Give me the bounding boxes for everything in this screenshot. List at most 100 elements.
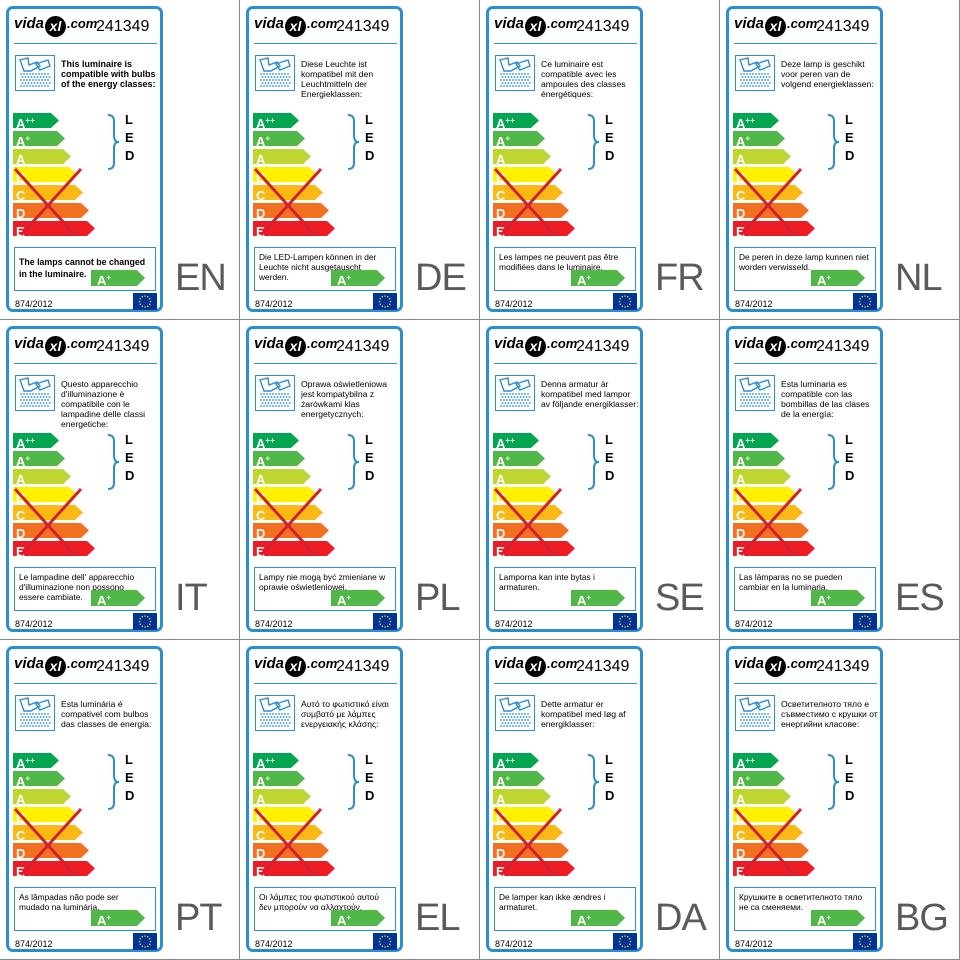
badge-class-label: A+ xyxy=(97,593,112,608)
bulb-icon xyxy=(495,375,535,411)
brace-icon xyxy=(107,434,120,490)
led-letter: L xyxy=(365,432,373,447)
energy-class-bar: C xyxy=(733,505,803,520)
energy-class-superscript: ++ xyxy=(25,436,35,445)
energy-class-bar: B xyxy=(733,807,797,822)
header-divider xyxy=(494,683,637,684)
led-letter: D xyxy=(365,148,375,163)
replacement-note: Lamporna kan inte bytas i armaturen. xyxy=(499,572,595,592)
vidaxl-logo: vida xl .com xyxy=(734,335,818,357)
energy-class-letter: A xyxy=(496,472,506,487)
energy-class-bar: A xyxy=(13,469,71,484)
led-letter: E xyxy=(125,770,134,785)
replacement-note-box: The lamps cannot be changed in the lumin… xyxy=(14,247,156,291)
energy-label-card: vida xl .com 241349 This luminaire is comp… xyxy=(6,6,163,312)
vidaxl-logo: vida xl .com xyxy=(734,15,818,37)
energy-class-letter: E xyxy=(496,544,505,559)
replacement-note: Las lámparas no se pueden cambiar en la … xyxy=(739,572,843,592)
replacement-note-box: De peren in deze lamp kunnen niet worden… xyxy=(734,247,876,291)
energy-class-badge: A+ xyxy=(811,910,865,928)
energy-class-letter: C xyxy=(256,508,266,523)
energy-class-superscript: ++ xyxy=(265,116,275,125)
energy-class-letter: C xyxy=(736,508,746,523)
energy-label-card: vida xl .com 241349 Esta luminária é compa… xyxy=(6,646,163,952)
energy-class-bar: A++ xyxy=(13,753,59,768)
energy-class-badge: A+ xyxy=(331,270,385,288)
led-letter: L xyxy=(845,752,853,767)
replacement-note: As lâmpadas não pode ser mudado na lumin… xyxy=(19,892,119,912)
energy-class-letter: A xyxy=(736,116,746,131)
label-cell: vida xl .com 241349 Diese Leuchte ist komp… xyxy=(240,0,480,320)
led-letter: D xyxy=(365,468,375,483)
replacement-note-box: As lâmpadas não pode ser mudado na lumin… xyxy=(14,887,156,931)
badge-class-label: A+ xyxy=(577,593,592,608)
eu-flag-icon xyxy=(853,613,877,630)
energy-class-letter: A xyxy=(736,454,746,469)
energy-class-letter: E xyxy=(736,544,745,559)
header-divider xyxy=(734,683,877,684)
energy-class-letter: D xyxy=(16,206,26,221)
energy-class-letter: D xyxy=(16,526,26,541)
energy-class-superscript: + xyxy=(265,134,271,143)
product-code: 241349 xyxy=(336,658,390,675)
energy-class-letter: C xyxy=(496,188,506,203)
energy-class-superscript: + xyxy=(745,774,751,783)
energy-class-badge: A+ xyxy=(571,270,625,288)
energy-class-bar: A++ xyxy=(733,433,779,448)
brace-icon xyxy=(107,754,120,810)
eu-flag-icon xyxy=(853,933,877,950)
energy-class-letter: A xyxy=(256,152,266,167)
energy-class-bar: C xyxy=(733,185,803,200)
header-divider xyxy=(494,43,637,44)
brace-icon xyxy=(347,754,360,810)
language-code: ES xyxy=(895,577,945,619)
vidaxl-logo: vida xl .com xyxy=(494,15,578,37)
badge-class-label: A+ xyxy=(97,273,112,288)
energy-class-letter: E xyxy=(16,544,25,559)
energy-class-bar: A xyxy=(493,469,551,484)
energy-class-letter: B xyxy=(736,490,746,505)
energy-class-letter: E xyxy=(256,224,265,239)
compatibility-text: Diese Leuchte ist kompatibel mit den Leu… xyxy=(301,59,374,99)
energy-class-bar: C xyxy=(253,185,323,200)
product-code: 241349 xyxy=(576,338,630,355)
energy-class-letter: A xyxy=(496,116,506,131)
led-letter: D xyxy=(605,148,615,163)
energy-class-superscript: ++ xyxy=(25,116,35,125)
eu-flag-icon xyxy=(853,293,877,310)
energy-class-bar: B xyxy=(493,487,557,502)
energy-class-letter: A xyxy=(496,152,506,167)
energy-class-letter: B xyxy=(16,490,26,505)
eu-flag-icon xyxy=(133,293,157,310)
replacement-note: Крушките в осветителното тяло не са смен… xyxy=(739,892,863,912)
label-cell: vida xl .com 241349 This luminaire is comp… xyxy=(0,0,240,320)
vidaxl-logo: vida xl .com xyxy=(14,655,98,677)
energy-class-letter: E xyxy=(736,224,745,239)
energy-class-letter: A xyxy=(256,134,266,149)
energy-class-letter: B xyxy=(496,490,506,505)
energy-class-letter: A xyxy=(256,756,266,771)
led-letter: L xyxy=(605,112,613,127)
energy-class-letter: A xyxy=(16,116,26,131)
energy-class-bar: A+ xyxy=(253,451,305,466)
energy-class-letter: C xyxy=(16,188,26,203)
label-cell: vida xl .com 241349 Questo apparecchio d'i… xyxy=(0,320,240,640)
vidaxl-logo: vida xl .com xyxy=(14,335,98,357)
label-cell: vida xl .com 241349 Dette armatur er kompa… xyxy=(480,640,720,960)
energy-class-bar: B xyxy=(253,807,317,822)
badge-class-label: A+ xyxy=(337,593,352,608)
header-divider xyxy=(254,363,397,364)
energy-class-badge: A+ xyxy=(811,270,865,288)
energy-class-superscript: + xyxy=(505,454,511,463)
energy-class-letter: A xyxy=(16,792,26,807)
brace-icon xyxy=(827,434,840,490)
energy-class-superscript: ++ xyxy=(265,756,275,765)
led-letter: D xyxy=(845,788,855,803)
brace-icon xyxy=(587,114,600,170)
language-code: EL xyxy=(415,897,460,939)
energy-class-bar: A++ xyxy=(733,753,779,768)
